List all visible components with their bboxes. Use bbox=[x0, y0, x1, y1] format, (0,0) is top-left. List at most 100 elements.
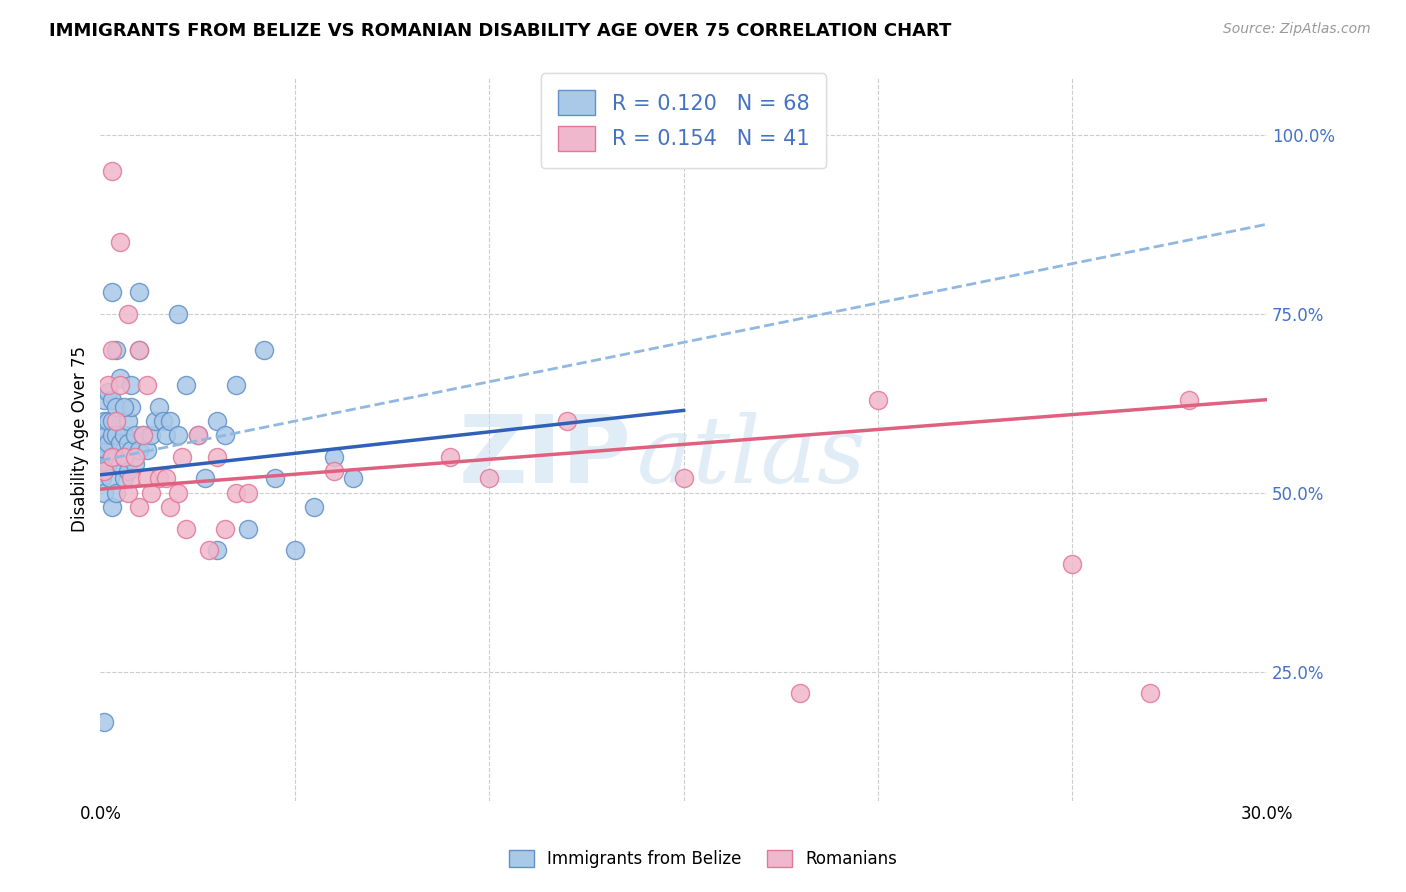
Point bbox=[120, 442, 142, 457]
Point bbox=[214, 522, 236, 536]
Point bbox=[120, 471, 142, 485]
Point bbox=[174, 522, 197, 536]
Point bbox=[93, 392, 115, 407]
Point bbox=[170, 450, 193, 464]
Point bbox=[98, 471, 121, 485]
Text: ZIP: ZIP bbox=[458, 411, 631, 503]
Point bbox=[205, 450, 228, 464]
Point bbox=[104, 485, 127, 500]
Point bbox=[101, 500, 124, 514]
Point bbox=[187, 428, 209, 442]
Text: atlas: atlas bbox=[637, 412, 866, 502]
Point bbox=[187, 428, 209, 442]
Point bbox=[97, 378, 120, 392]
Point bbox=[117, 414, 139, 428]
Text: IMMIGRANTS FROM BELIZE VS ROMANIAN DISABILITY AGE OVER 75 CORRELATION CHART: IMMIGRANTS FROM BELIZE VS ROMANIAN DISAB… bbox=[49, 22, 952, 40]
Point bbox=[264, 471, 287, 485]
Point bbox=[136, 471, 159, 485]
Point bbox=[155, 471, 177, 485]
Point bbox=[236, 522, 259, 536]
Point bbox=[93, 435, 115, 450]
Point bbox=[112, 428, 135, 442]
Y-axis label: Disability Age Over 75: Disability Age Over 75 bbox=[72, 346, 89, 532]
Point bbox=[322, 450, 344, 464]
Point bbox=[124, 450, 146, 464]
Point bbox=[148, 471, 170, 485]
Point bbox=[104, 414, 127, 428]
Point bbox=[789, 686, 811, 700]
Point bbox=[205, 414, 228, 428]
Point bbox=[148, 400, 170, 414]
Point bbox=[128, 442, 150, 457]
Legend: R = 0.120   N = 68, R = 0.154   N = 41: R = 0.120 N = 68, R = 0.154 N = 41 bbox=[541, 73, 827, 168]
Point bbox=[101, 343, 124, 357]
Point bbox=[128, 500, 150, 514]
Point bbox=[104, 343, 127, 357]
Point bbox=[104, 450, 127, 464]
Legend: Immigrants from Belize, Romanians: Immigrants from Belize, Romanians bbox=[502, 843, 904, 875]
Point bbox=[101, 428, 124, 442]
Point bbox=[101, 450, 124, 464]
Point bbox=[159, 500, 181, 514]
Point bbox=[108, 457, 131, 471]
Point bbox=[555, 414, 578, 428]
Point bbox=[128, 285, 150, 300]
Point bbox=[225, 485, 247, 500]
Point bbox=[112, 450, 135, 464]
Point bbox=[101, 392, 124, 407]
Point bbox=[194, 471, 217, 485]
Point bbox=[124, 428, 146, 442]
Point bbox=[93, 457, 115, 471]
Point bbox=[120, 378, 142, 392]
Point bbox=[117, 435, 139, 450]
Point bbox=[108, 378, 131, 392]
Point bbox=[167, 428, 190, 442]
Point bbox=[128, 343, 150, 357]
Point bbox=[139, 485, 162, 500]
Point bbox=[97, 457, 120, 471]
Point bbox=[167, 307, 190, 321]
Point bbox=[214, 428, 236, 442]
Point bbox=[108, 235, 131, 249]
Point bbox=[93, 714, 115, 729]
Point bbox=[120, 400, 142, 414]
Point bbox=[132, 428, 155, 442]
Point bbox=[225, 378, 247, 392]
Point bbox=[91, 471, 114, 485]
Point bbox=[108, 435, 131, 450]
Point bbox=[97, 414, 120, 428]
Point bbox=[112, 450, 135, 464]
Point bbox=[478, 471, 501, 485]
Point bbox=[198, 543, 221, 558]
Point bbox=[112, 471, 135, 485]
Point bbox=[112, 400, 135, 414]
Point bbox=[128, 343, 150, 357]
Point bbox=[96, 442, 118, 457]
Point bbox=[302, 500, 325, 514]
Point bbox=[117, 464, 139, 478]
Point bbox=[439, 450, 461, 464]
Point bbox=[101, 450, 124, 464]
Point bbox=[101, 414, 124, 428]
Point bbox=[868, 392, 890, 407]
Point bbox=[93, 414, 115, 428]
Point bbox=[139, 428, 162, 442]
Point bbox=[91, 450, 114, 464]
Point bbox=[342, 471, 364, 485]
Point bbox=[1139, 686, 1161, 700]
Point bbox=[101, 285, 124, 300]
Point bbox=[101, 163, 124, 178]
Point bbox=[132, 428, 155, 442]
Point bbox=[104, 400, 127, 414]
Point bbox=[1062, 558, 1084, 572]
Point bbox=[322, 464, 344, 478]
Point bbox=[93, 464, 115, 478]
Point bbox=[97, 385, 120, 400]
Point bbox=[96, 428, 118, 442]
Point bbox=[136, 378, 159, 392]
Point bbox=[159, 414, 181, 428]
Point bbox=[136, 442, 159, 457]
Point bbox=[143, 414, 166, 428]
Point bbox=[672, 471, 695, 485]
Point bbox=[104, 428, 127, 442]
